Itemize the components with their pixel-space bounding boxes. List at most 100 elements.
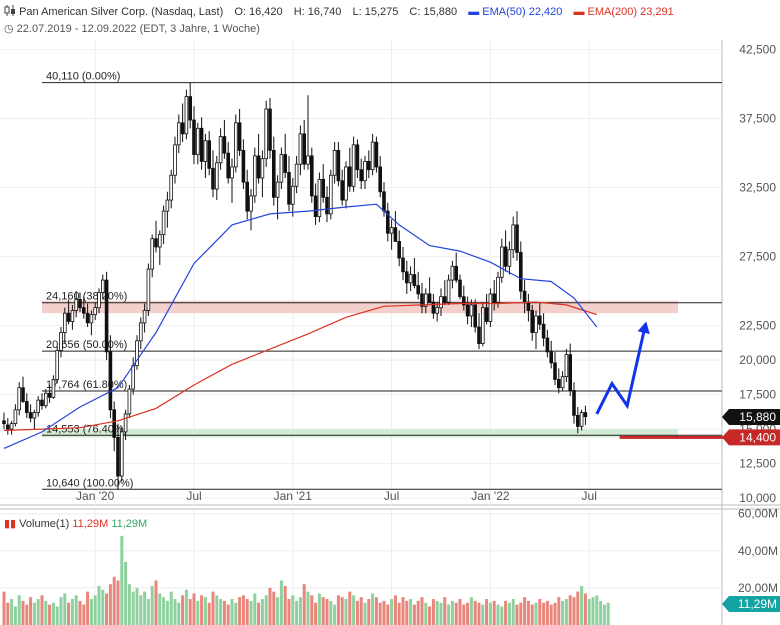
volume-bar xyxy=(120,535,124,625)
candle-body xyxy=(199,127,204,162)
volume-tick-label: 40,00M xyxy=(738,544,778,558)
candle-body xyxy=(268,108,272,151)
volume-bar xyxy=(177,602,181,625)
volume-bar xyxy=(124,561,128,625)
candle-body xyxy=(420,293,424,307)
candle-body xyxy=(404,271,409,284)
ema200-legend[interactable]: ▬ EMA(200) 23,291 xyxy=(573,6,674,18)
candle-body xyxy=(564,354,569,378)
candle-body xyxy=(442,296,447,303)
candle-body xyxy=(579,412,584,427)
candle-body xyxy=(2,420,6,424)
candle-body xyxy=(241,149,246,183)
candle-body xyxy=(431,301,436,314)
volume-bar xyxy=(428,606,432,625)
chart-settings[interactable]: (EDT, 3 Jahre, 1 Woche) xyxy=(139,23,260,35)
volume-bar xyxy=(29,597,33,625)
volume-bar xyxy=(477,602,481,625)
volume-bar xyxy=(93,595,97,625)
y-tick-label: 37,500 xyxy=(739,112,776,126)
candle-body xyxy=(290,185,295,205)
volume-bar xyxy=(606,602,610,625)
volume-bar xyxy=(139,595,143,625)
y-tick-label: 10,000 xyxy=(739,491,776,505)
volume-bar xyxy=(450,600,454,625)
candle-body xyxy=(427,293,432,303)
volume-bar xyxy=(534,602,538,625)
candle-body xyxy=(572,390,576,416)
candle-body xyxy=(321,178,325,198)
volume-bar xyxy=(48,604,52,625)
ema50-line xyxy=(3,203,598,449)
volume-bar xyxy=(458,599,462,625)
high-value: H: 16,740 xyxy=(293,6,342,18)
candle-body xyxy=(66,312,71,322)
x-tick-label: Jan '22 xyxy=(471,489,510,503)
volume-bar xyxy=(504,600,508,625)
volume-bar xyxy=(542,602,546,625)
candle-body xyxy=(135,340,139,367)
candle-body xyxy=(256,155,261,179)
candle-body xyxy=(545,337,550,353)
candle-body xyxy=(313,195,318,218)
volume-bar xyxy=(599,600,603,625)
open-value: O: 16,420 xyxy=(234,6,283,18)
x-tick-label: Jan '20 xyxy=(76,489,115,503)
volume-bar xyxy=(492,600,496,625)
candle-body xyxy=(207,140,212,169)
candle-body xyxy=(454,265,458,281)
y-tick-label: 32,500 xyxy=(739,181,776,195)
volume-bar xyxy=(272,591,276,625)
volume-bar xyxy=(367,599,371,625)
candle-body xyxy=(123,413,128,433)
volume-bar xyxy=(485,599,489,625)
zone-band xyxy=(42,429,678,438)
volume-bar xyxy=(397,602,401,625)
volume-bar xyxy=(325,599,329,625)
highlight-zones xyxy=(42,300,678,438)
candle-body xyxy=(24,401,29,413)
candlestick-series xyxy=(2,82,588,490)
volume-bar xyxy=(462,604,466,625)
volume-bar xyxy=(511,599,515,625)
candle-body xyxy=(416,285,420,295)
candle-body xyxy=(484,307,489,322)
clock-icon: ◷ xyxy=(4,23,14,35)
candle-body xyxy=(93,307,98,315)
y-tick-label: 22,500 xyxy=(739,319,776,333)
candle-body xyxy=(389,227,394,234)
volume-bar xyxy=(146,599,150,625)
candle-body xyxy=(332,149,337,176)
volume-value-red: 11,29M xyxy=(72,518,109,530)
volume-bar xyxy=(295,600,299,625)
ema50-value: 22,420 xyxy=(528,6,563,18)
volume-tick-label: 20,00M xyxy=(738,581,778,595)
axis-labels: 10,00012,50015,00017,50020,00022,50027,5… xyxy=(76,43,776,505)
candle-body xyxy=(36,399,40,413)
volume-bar xyxy=(378,602,382,625)
candle-body xyxy=(458,279,462,298)
volume-bar xyxy=(576,591,580,625)
candle-body xyxy=(108,351,113,411)
candle-body xyxy=(557,379,561,389)
fib-label: 20,656 (50.00%) xyxy=(46,339,127,351)
candle-body xyxy=(347,166,352,187)
candle-body xyxy=(302,133,306,165)
volume-bar xyxy=(32,602,36,625)
candle-body xyxy=(549,351,553,364)
y-tick-label: 42,500 xyxy=(739,43,776,57)
volume-bar xyxy=(10,599,14,625)
y-tick-label: 12,500 xyxy=(739,457,776,471)
candle-body xyxy=(519,252,523,292)
volume-bar xyxy=(238,597,242,625)
volume-bar xyxy=(40,595,44,625)
volume-bar xyxy=(526,600,530,625)
candle-body xyxy=(89,314,94,324)
candle-body xyxy=(142,310,147,324)
candle-body xyxy=(74,299,79,311)
volume-bar xyxy=(59,597,63,625)
fib-label: 24,160 (38.20%) xyxy=(46,291,127,303)
ema50-legend[interactable]: ▬ EMA(50) 22,420 xyxy=(468,6,563,18)
volume-bar xyxy=(355,600,359,625)
volume-bar xyxy=(116,580,120,625)
